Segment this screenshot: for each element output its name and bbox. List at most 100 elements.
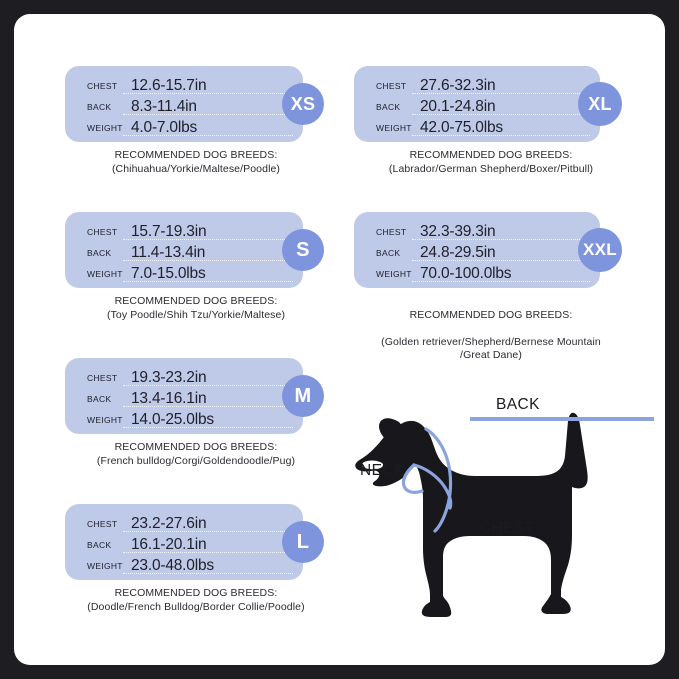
spec-row-chest: CHEST 12.6-15.7in — [87, 74, 295, 95]
spec-label-back: BACK — [87, 540, 112, 550]
size-block-s: CHEST 15.7-19.3in BACK 11.4-13.4in WEIGH… — [51, 212, 341, 322]
spec-label-chest: CHEST — [87, 519, 118, 529]
dog-measurement-diagram: BACK NECK CHEST — [344, 352, 654, 652]
spec-row-chest: CHEST 32.3-39.3in — [376, 220, 592, 241]
neck-measure-loop-front — [412, 463, 453, 510]
spec-row-chest: CHEST 23.2-27.6in — [87, 512, 295, 533]
spec-label-weight: WEIGHT — [376, 269, 412, 279]
dotted-leader — [412, 93, 590, 94]
spec-rows: CHEST 23.2-27.6in BACK 16.1-20.1in WEIGH… — [87, 512, 295, 575]
spec-label-chest: CHEST — [87, 373, 118, 383]
size-card-l: CHEST 23.2-27.6in BACK 16.1-20.1in WEIGH… — [65, 504, 324, 580]
size-badge-m: M — [282, 375, 324, 417]
size-badge-xs: XS — [282, 83, 324, 125]
chart-panel: CHEST 12.6-15.7in BACK 8.3-11.4in WEIGHT… — [14, 14, 665, 665]
breeds-heading: RECOMMENDED DOG BREEDS: — [409, 308, 573, 321]
dotted-leader — [123, 573, 293, 574]
spec-rows: CHEST 32.3-39.3in BACK 24.8-29.5in WEIGH… — [376, 220, 592, 283]
spec-label-chest: CHEST — [87, 81, 118, 91]
size-badge-s: S — [282, 229, 324, 271]
spec-label-back: BACK — [376, 102, 401, 112]
back-measure-label: BACK — [496, 396, 540, 413]
breeds-caption-m: RECOMMENDED DOG BREEDS: (French bulldog/… — [51, 441, 341, 468]
spec-value-weight: 23.0-48.0lbs — [131, 557, 214, 574]
size-badge-xxl: XXL — [578, 228, 622, 272]
size-card-s: CHEST 15.7-19.3in BACK 11.4-13.4in WEIGH… — [65, 212, 324, 288]
spec-label-weight: WEIGHT — [87, 123, 123, 133]
dotted-leader — [123, 93, 293, 94]
breeds-caption-xs: RECOMMENDED DOG BREEDS: (Chihuahua/Yorki… — [51, 149, 341, 176]
dog-body-shape — [355, 412, 588, 617]
dotted-leader — [123, 239, 293, 240]
size-badge-xl: XL — [578, 82, 622, 126]
breeds-heading: RECOMMENDED DOG BREEDS: — [114, 295, 278, 307]
spec-value-weight: 70.0-100.0lbs — [420, 265, 512, 282]
size-card-xxl: CHEST 32.3-39.3in BACK 24.8-29.5in WEIGH… — [354, 212, 622, 288]
size-block-l: CHEST 23.2-27.6in BACK 16.1-20.1in WEIGH… — [51, 504, 341, 614]
spec-rows: CHEST 27.6-32.3in BACK 20.1-24.8in WEIGH… — [376, 74, 592, 137]
spec-row-chest: CHEST 19.3-23.2in — [87, 366, 295, 387]
spec-rows: CHEST 19.3-23.2in BACK 13.4-16.1in WEIGH… — [87, 366, 295, 429]
spec-value-chest: 23.2-27.6in — [131, 515, 207, 532]
dog-silhouette-svg — [355, 412, 654, 617]
breeds-caption-xl: RECOMMENDED DOG BREEDS: (Labrador/German… — [341, 149, 641, 176]
dotted-leader — [123, 531, 293, 532]
spec-row-back: BACK 16.1-20.1in — [87, 533, 295, 554]
spec-label-chest: CHEST — [376, 81, 407, 91]
dotted-leader — [412, 281, 590, 282]
size-card-xl: CHEST 27.6-32.3in BACK 20.1-24.8in WEIGH… — [354, 66, 622, 142]
spec-row-back: BACK 8.3-11.4in — [87, 95, 295, 116]
spec-value-back: 8.3-11.4in — [131, 98, 197, 115]
spec-label-weight: WEIGHT — [376, 123, 412, 133]
spec-label-weight: WEIGHT — [87, 415, 123, 425]
spec-rows: CHEST 12.6-15.7in BACK 8.3-11.4in WEIGHT… — [87, 74, 295, 137]
size-badge-l: L — [282, 521, 324, 563]
breeds-heading: RECOMMENDED DOG BREEDS: — [114, 149, 278, 161]
spec-value-back: 11.4-13.4in — [131, 244, 206, 261]
breeds-caption-xxl: RECOMMENDED DOG BREEDS: (Golden retrieve… — [341, 295, 641, 376]
dotted-leader — [123, 552, 293, 553]
dotted-leader — [123, 385, 293, 386]
spec-value-weight: 42.0-75.0lbs — [420, 119, 503, 136]
neck-measure-label: NECK — [360, 462, 405, 479]
breeds-caption-s: RECOMMENDED DOG BREEDS: (Toy Poodle/Shih… — [51, 295, 341, 322]
spec-value-chest: 12.6-15.7in — [131, 77, 207, 94]
spec-label-weight: WEIGHT — [87, 269, 123, 279]
breeds-list: (Toy Poodle/Shih Tzu/Yorkie/Maltese) — [106, 308, 286, 321]
dotted-leader — [123, 114, 293, 115]
spec-value-weight: 7.0-15.0lbs — [131, 265, 206, 282]
spec-value-chest: 19.3-23.2in — [131, 369, 207, 386]
spec-label-chest: CHEST — [376, 227, 407, 237]
spec-label-back: BACK — [87, 102, 112, 112]
dotted-leader — [123, 281, 293, 282]
spec-label-back: BACK — [87, 248, 112, 258]
dotted-leader — [412, 114, 590, 115]
spec-label-back: BACK — [376, 248, 401, 258]
breeds-list: (French bulldog/Corgi/Goldendoodle/Pug) — [96, 454, 296, 467]
dotted-leader — [123, 406, 293, 407]
spec-row-chest: CHEST 27.6-32.3in — [376, 74, 592, 95]
spec-row-weight: WEIGHT 70.0-100.0lbs — [376, 262, 592, 283]
neck-measure-loop — [401, 463, 424, 494]
spec-value-back: 24.8-29.5in — [420, 244, 496, 261]
dotted-leader — [123, 135, 293, 136]
dog-ear-shape — [379, 418, 405, 443]
spec-row-chest: CHEST 15.7-19.3in — [87, 220, 295, 241]
size-block-xl: CHEST 27.6-32.3in BACK 20.1-24.8in WEIGH… — [341, 66, 641, 176]
breeds-list: (Chihuahua/Yorkie/Maltese/Poodle) — [111, 162, 281, 175]
spec-value-weight: 4.0-7.0lbs — [131, 119, 198, 136]
spec-row-weight: WEIGHT 42.0-75.0lbs — [376, 116, 592, 137]
dotted-leader — [123, 427, 293, 428]
breeds-heading: RECOMMENDED DOG BREEDS: — [114, 587, 278, 599]
spec-label-weight: WEIGHT — [87, 561, 123, 571]
spec-value-back: 20.1-24.8in — [420, 98, 496, 115]
spec-row-weight: WEIGHT 14.0-25.0lbs — [87, 408, 295, 429]
spec-label-back: BACK — [87, 394, 112, 404]
dotted-leader — [412, 239, 590, 240]
chest-measure-loop — [424, 427, 453, 533]
spec-row-back: BACK 24.8-29.5in — [376, 241, 592, 262]
spec-row-back: BACK 13.4-16.1in — [87, 387, 295, 408]
size-block-xxl: CHEST 32.3-39.3in BACK 24.8-29.5in WEIGH… — [341, 212, 641, 376]
spec-value-back: 13.4-16.1in — [131, 390, 207, 407]
breeds-heading: RECOMMENDED DOG BREEDS: — [114, 441, 278, 453]
